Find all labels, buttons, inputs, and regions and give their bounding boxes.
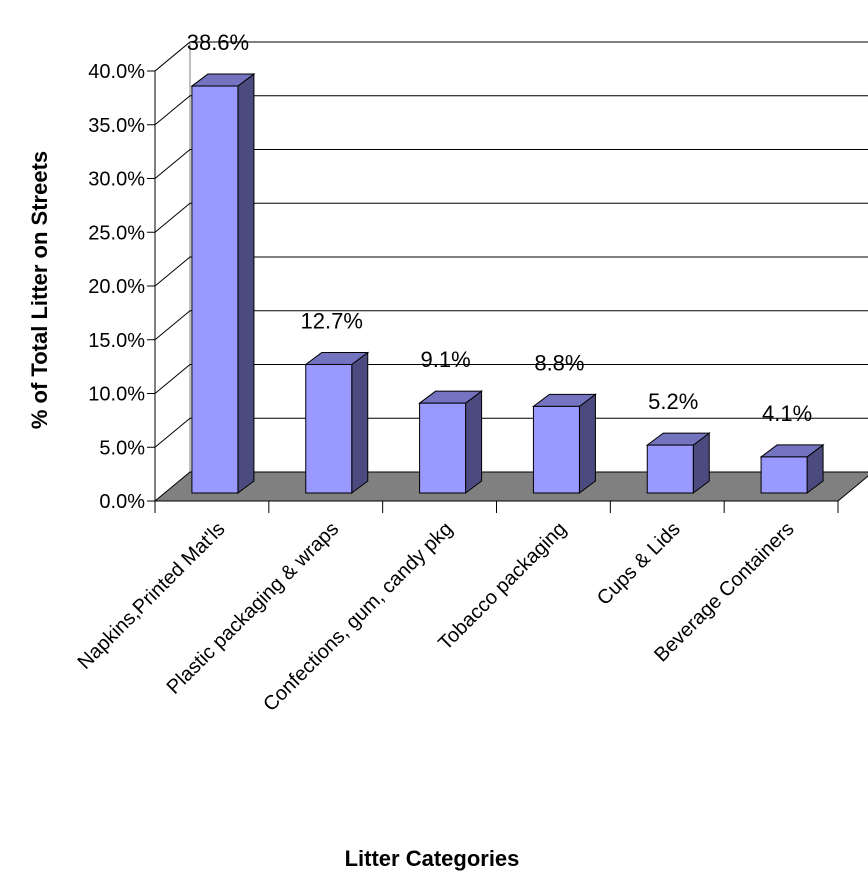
y-tick-label: 20.0% — [88, 276, 145, 298]
y-tick-label: 25.0% — [88, 222, 145, 244]
bar — [304, 351, 370, 494]
y-tick-label: 40.0% — [88, 61, 145, 83]
data-label: 12.7% — [301, 308, 363, 333]
bar-front — [646, 444, 694, 494]
x-axis-title: Litter Categories — [345, 846, 520, 871]
data-label: 8.8% — [534, 350, 584, 375]
gridline — [154, 95, 868, 126]
gridline — [154, 41, 868, 72]
bar-front — [419, 402, 467, 494]
bar-front — [305, 363, 353, 494]
category-label: Cups & Lids — [593, 518, 685, 610]
y-tick-label: 10.0% — [88, 384, 145, 406]
bar — [759, 443, 825, 494]
bar-side — [351, 351, 369, 494]
bar-front — [191, 85, 239, 494]
y-tick-label: 5.0% — [99, 437, 145, 459]
gridline — [154, 310, 868, 341]
bar-side — [237, 73, 255, 494]
chart-walls — [154, 41, 868, 501]
bar — [190, 73, 256, 494]
category-label: Tobacco packaging — [434, 518, 571, 655]
gridline — [154, 364, 868, 394]
y-tick-label: 35.0% — [88, 115, 145, 137]
bar-side — [465, 390, 483, 494]
bar — [645, 432, 711, 494]
gridlines — [154, 41, 868, 448]
axes — [147, 70, 839, 513]
y-tick-labels: 0.0% 5.0% 10.0% 15.0% 20.0% 25.0% 30.0% 35.0% 40… — [88, 61, 145, 513]
data-label: 38.6% — [187, 30, 249, 55]
y-tick-label: 30.0% — [88, 169, 145, 191]
bar-side — [578, 393, 596, 494]
gridline — [154, 202, 868, 233]
bar — [531, 393, 597, 494]
gridline — [154, 417, 868, 448]
data-label: 5.2% — [648, 389, 698, 414]
y-axis-title: % of Total Litter on Streets — [27, 151, 52, 429]
gridline — [154, 256, 868, 287]
y-tick-label: 0.0% — [99, 491, 145, 513]
bar-front — [532, 405, 580, 494]
bars — [190, 73, 825, 494]
category-label: Confections, gum, candy pkg — [259, 518, 457, 716]
gridline — [154, 149, 868, 179]
bar-front — [760, 456, 808, 494]
bar — [418, 390, 484, 494]
y-tick-label: 15.0% — [88, 330, 145, 352]
data-label: 9.1% — [421, 347, 471, 372]
data-label: 4.1% — [762, 401, 812, 426]
data-labels: 38.6% 12.7% 9.1% 8.8% 5.2% 4.1% — [187, 30, 812, 426]
